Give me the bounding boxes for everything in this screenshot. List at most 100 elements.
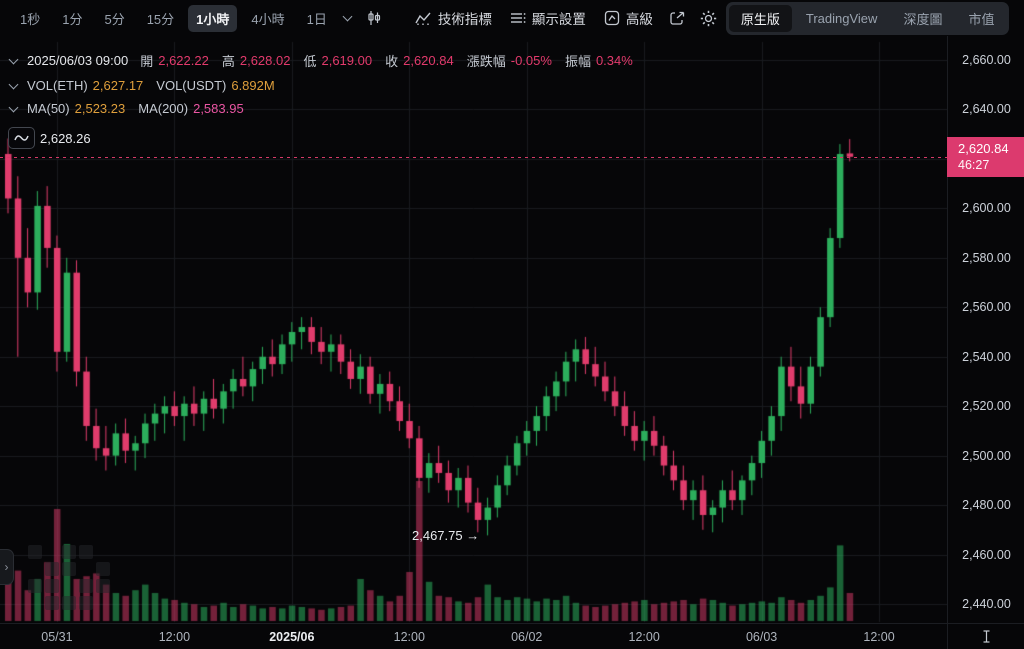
price-axis-label: 2,480.00 <box>962 498 1011 513</box>
watermark-block <box>45 545 59 559</box>
technical-indicators-button[interactable]: 技術指標 <box>408 4 499 32</box>
chart-view-tabs: 原生版 TradingView 深度圖 市值 <box>725 1 1010 35</box>
collapse-chevron-icon[interactable] <box>8 102 19 112</box>
display-settings-button[interactable]: 顯示設置 <box>503 4 593 32</box>
timeframe-button-4[interactable]: 15分 <box>146 11 175 27</box>
view-tab-4[interactable]: 市值 <box>968 11 995 27</box>
price-axis-label: 2,440.00 <box>962 597 1011 611</box>
watermark-block <box>79 579 93 593</box>
marked-low-label: 2,467.75 → <box>412 528 480 543</box>
legend-label: MA(200) <box>138 101 189 116</box>
candlestick-chart-canvas[interactable] <box>0 0 947 623</box>
ma-fields: MA(50) 2,523.23 MA(200) 2,583.95 <box>27 101 244 116</box>
ohlc-fields: 開 2,622.22 高 2,628.02 低 2,619.00 收 2,620.84 漲跌幅 -… <box>140 51 633 70</box>
watermark-block <box>45 562 59 576</box>
volume-fields: VOL(ETH) 2,627.17 VOL(USDT) 6.892M <box>27 78 275 93</box>
collapse-chevron-icon[interactable] <box>8 79 19 89</box>
axis-scale-button[interactable] <box>947 623 1024 649</box>
timeframe-button-3[interactable]: 5分 <box>104 11 125 27</box>
price-axis-label: 2,540.00 <box>962 349 1011 364</box>
price-line-tool-icon[interactable] <box>8 127 35 149</box>
timeframe-button-6[interactable]: 4小時 <box>251 11 285 27</box>
legend-value: 2,620.84 <box>403 53 454 68</box>
legend-value: 0.34% <box>595 53 633 68</box>
ma-legend-row: MA(50) 2,523.23 MA(200) 2,583.95 <box>8 101 244 116</box>
time-axis[interactable]: 05/31 12:00 2025/06 12:00 06/02 12:00 06/03 12:… <box>0 623 947 649</box>
pop-out-button[interactable] <box>664 6 691 31</box>
timeframe-group: 1秒 1分 5分 15分 1小時 4小時 1日 <box>12 4 335 32</box>
watermark-block <box>96 562 110 576</box>
watermark-block <box>96 579 110 593</box>
watermark-block <box>79 545 93 559</box>
legend-pair: MA(200) 2,583.95 <box>138 101 243 116</box>
legend-label: MA(50) <box>27 101 70 116</box>
watermark-block <box>45 579 59 593</box>
price-axis-label: 2,520.00 <box>962 399 1011 414</box>
view-tab-1[interactable]: 原生版 <box>728 4 792 32</box>
legend-label: 漲跌幅 <box>466 54 506 69</box>
list-settings-icon <box>510 13 526 23</box>
watermark-block <box>62 596 76 610</box>
legend-pair: MA(50) 2,523.23 <box>27 101 125 116</box>
legend-label: 收 <box>385 54 399 69</box>
timeframe-button-2[interactable]: 1分 <box>62 11 83 27</box>
time-axis-label: 06/02 <box>511 630 543 644</box>
price-axis-label: 2,460.00 <box>962 547 1011 562</box>
collapse-chevron-icon[interactable] <box>8 54 19 64</box>
view-tab-2[interactable]: TradingView <box>805 10 878 26</box>
legend-value: 2,523.23 <box>74 101 126 116</box>
legend-pair: 低 2,619.00 <box>303 51 372 70</box>
settings-button[interactable] <box>695 6 722 31</box>
timeframe-dropdown-button[interactable] <box>339 11 356 24</box>
timeframe-button-5[interactable]: 1小時 <box>188 4 238 32</box>
watermark-block <box>96 596 110 610</box>
chart-style-button[interactable] <box>360 5 388 31</box>
exchange-watermark <box>28 545 124 610</box>
watermark-block <box>28 579 42 593</box>
watermark-block <box>79 596 93 610</box>
legend-label: VOL(ETH) <box>27 78 88 93</box>
marked-high-value: 2,628.26 <box>40 130 91 146</box>
watermark-block <box>45 596 59 610</box>
panel-expand-handle[interactable]: › <box>0 549 14 585</box>
legend-pair: 高 2,628.02 <box>222 51 291 70</box>
chart-toolbar: 1秒 1分 5分 15分 1小時 4小時 1日 技術指標 <box>0 0 1024 36</box>
ohlc-legend-row: 2025/06/03 09:00 開 2,622.22 高 2,628.02 低 2,61… <box>8 51 633 70</box>
price-axis-label: 2,640.00 <box>962 102 1011 117</box>
current-price-badge: 2,620.84 46:27 <box>947 137 1024 177</box>
time-axis-label: 2025/06 <box>269 630 315 644</box>
advanced-button[interactable]: 高級 <box>597 4 660 32</box>
price-axis-label: 2,580.00 <box>962 250 1011 265</box>
candlestick-style-icon <box>368 11 380 25</box>
legend-pair: 振幅 0.34% <box>565 51 633 70</box>
legend-value: -0.05% <box>510 53 552 68</box>
price-axis-label: 2,500.00 <box>962 448 1011 463</box>
legend-value: 2,628.02 <box>239 53 291 68</box>
time-axis-label: 12:00 <box>863 630 895 644</box>
timeframe-button-7[interactable]: 1日 <box>306 11 327 27</box>
legend-value: 2,583.95 <box>193 101 244 116</box>
price-marker-tag[interactable]: 2,628.26 <box>8 127 91 149</box>
watermark-block <box>62 545 76 559</box>
technical-indicators-label: 技術指標 <box>437 12 492 27</box>
watermark-block <box>79 562 93 576</box>
legend-value: 6.892M <box>231 78 275 93</box>
advanced-chart-icon <box>604 10 620 26</box>
watermark-block <box>96 545 110 559</box>
view-tab-3[interactable]: 深度圖 <box>903 11 943 27</box>
pop-out-icon <box>670 11 685 25</box>
legend-pair: VOL(USDT) 6.892M <box>156 78 274 93</box>
candle-datetime: 2025/06/03 09:00 <box>27 53 129 68</box>
price-axis-label: 2,560.00 <box>962 300 1011 315</box>
legend-label: 低 <box>303 54 317 69</box>
timeframe-button-1[interactable]: 1秒 <box>20 11 41 27</box>
chevron-down-icon <box>342 11 353 22</box>
volume-legend-row: VOL(ETH) 2,627.17 VOL(USDT) 6.892M <box>8 78 275 93</box>
watermark-block <box>62 562 76 576</box>
legend-value: 2,622.22 <box>158 53 209 68</box>
price-axis[interactable]: 2,660.00 2,640.00 2,600.00 2,580.00 2,560.00… <box>947 36 1024 649</box>
legend-label: 振幅 <box>564 54 591 69</box>
indicator-line-icon <box>415 12 431 25</box>
watermark-block <box>28 596 42 610</box>
